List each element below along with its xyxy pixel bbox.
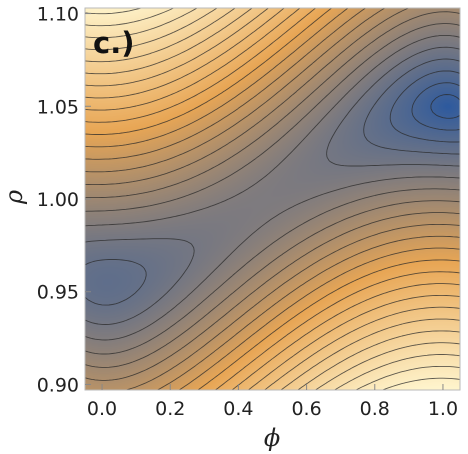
- x-tick-label: 0.8: [360, 398, 390, 420]
- contour-line: [85, 8, 460, 390]
- x-tick-label: 1.0: [428, 398, 458, 420]
- contour-line: [85, 8, 460, 390]
- panel-label: c.): [93, 26, 134, 60]
- contour-line: [430, 94, 460, 119]
- contour-line: [85, 23, 460, 355]
- contour-line: [85, 8, 460, 390]
- x-axis: 0.0 0.2 0.4 0.6 0.8 1.0: [87, 384, 458, 420]
- x-tick-label: 0.4: [223, 398, 253, 420]
- y-axis-label: ρ: [0, 190, 28, 205]
- contour-line: [85, 8, 460, 390]
- contour-line: [85, 8, 460, 390]
- contour-line: [85, 34, 460, 341]
- y-tick-label: 1.05: [37, 96, 79, 118]
- contour-line: [85, 46, 460, 325]
- contour-line: [389, 70, 460, 143]
- y-tick-label: 0.90: [37, 374, 79, 396]
- contour-line: [85, 8, 460, 390]
- x-axis-label: ϕ: [264, 424, 280, 452]
- contour-line: [411, 82, 460, 131]
- y-tick-label: 0.95: [37, 282, 79, 304]
- plot-area: [85, 8, 460, 390]
- x-tick-label: 0.6: [291, 398, 321, 420]
- contour-line: [85, 8, 460, 390]
- y-axis: 0.90 0.95 1.00 1.05 1.10: [37, 4, 91, 396]
- contour-line: [85, 8, 460, 381]
- x-tick-label: 0.0: [87, 398, 117, 420]
- contour-line: [85, 11, 460, 368]
- contour-line: [85, 8, 460, 390]
- contour-line: [85, 8, 460, 390]
- contour-line: [85, 8, 460, 390]
- contour-line: [85, 8, 460, 390]
- contour-line: [85, 58, 460, 306]
- y-tick-label: 1.10: [37, 4, 79, 26]
- contour-line: [85, 8, 460, 390]
- contour-line: [85, 8, 460, 390]
- y-tick-label: 1.00: [37, 189, 79, 211]
- contour-lines: [85, 8, 460, 390]
- x-tick-label: 0.2: [155, 398, 185, 420]
